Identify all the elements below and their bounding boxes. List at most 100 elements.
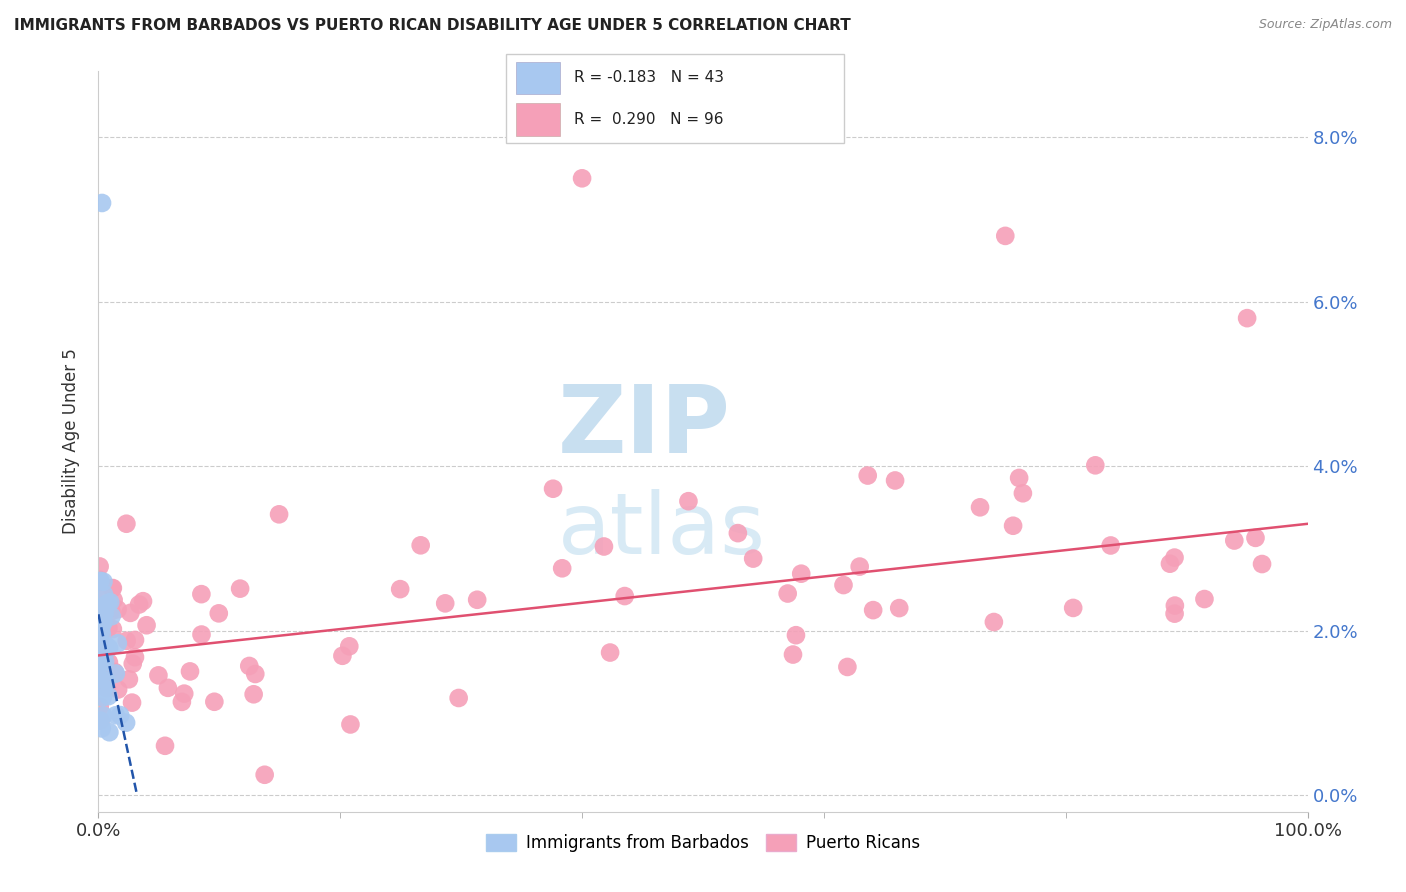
Point: [173, 687, 195, 701]
Point: [856, 468, 879, 483]
Text: ZIP: ZIP: [558, 381, 731, 473]
Point: [447, 690, 470, 705]
Point: [90, 585, 112, 599]
Point: [994, 228, 1017, 243]
Point: [90, 611, 112, 625]
Point: [104, 665, 127, 679]
Point: [267, 508, 290, 522]
Point: [90, 641, 112, 656]
Text: atlas: atlas: [558, 489, 766, 572]
Point: [1012, 486, 1035, 500]
Point: [148, 668, 170, 682]
Point: [96, 639, 118, 653]
Point: [776, 586, 799, 600]
Point: [93, 652, 115, 666]
Point: [238, 659, 260, 673]
Point: [91, 708, 114, 723]
Point: [153, 739, 176, 753]
Point: [104, 708, 127, 723]
Point: [832, 578, 855, 592]
Point: [89, 672, 111, 686]
Point: [101, 582, 124, 596]
Point: [89, 602, 111, 616]
Point: [727, 526, 749, 541]
Point: [96, 598, 118, 612]
Point: [1164, 599, 1187, 613]
Point: [90, 610, 112, 624]
Point: [91, 656, 114, 670]
FancyBboxPatch shape: [506, 54, 844, 143]
Point: [107, 636, 129, 650]
Point: [89, 611, 111, 625]
Point: [101, 622, 124, 636]
Point: [983, 615, 1005, 629]
Point: [100, 609, 122, 624]
Point: [170, 695, 193, 709]
Point: [107, 602, 129, 616]
Point: [253, 768, 276, 782]
Point: [571, 171, 593, 186]
Point: [89, 699, 111, 714]
Text: R = -0.183   N = 43: R = -0.183 N = 43: [574, 70, 724, 85]
Point: [90, 714, 112, 728]
Point: [1002, 518, 1025, 533]
Point: [124, 650, 146, 665]
Point: [613, 589, 636, 603]
Point: [862, 603, 884, 617]
Point: [593, 540, 616, 554]
Point: [89, 559, 111, 574]
Point: [678, 494, 700, 508]
Text: IMMIGRANTS FROM BARBADOS VS PUERTO RICAN DISABILITY AGE UNDER 5 CORRELATION CHAR: IMMIGRANTS FROM BARBADOS VS PUERTO RICAN…: [14, 18, 851, 33]
Point: [97, 656, 120, 670]
Point: [782, 648, 804, 662]
Point: [87, 627, 110, 641]
Point: [190, 627, 212, 641]
Point: [89, 673, 111, 688]
Point: [337, 640, 360, 654]
Point: [89, 574, 111, 588]
Point: [93, 606, 115, 620]
Point: [156, 681, 179, 695]
Point: [785, 628, 807, 642]
Point: [89, 635, 111, 649]
Point: [90, 714, 112, 728]
Point: [90, 722, 112, 736]
Point: [115, 633, 138, 648]
Point: [91, 196, 114, 211]
Point: [97, 596, 120, 610]
Point: [90, 628, 112, 642]
Point: [465, 592, 488, 607]
Point: [89, 635, 111, 649]
Point: [1159, 557, 1181, 571]
FancyBboxPatch shape: [516, 103, 560, 136]
Point: [889, 601, 911, 615]
Point: [1084, 458, 1107, 473]
Point: [87, 659, 110, 673]
Point: [121, 696, 143, 710]
Point: [104, 666, 127, 681]
Point: [89, 603, 111, 617]
Point: [848, 559, 870, 574]
Point: [1163, 550, 1185, 565]
Point: [202, 695, 225, 709]
Y-axis label: Disability Age Under 5: Disability Age Under 5: [62, 349, 80, 534]
Point: [1236, 311, 1258, 326]
Point: [551, 561, 574, 575]
Point: [87, 623, 110, 637]
Point: [89, 632, 111, 646]
Point: [969, 500, 991, 515]
Point: [884, 474, 907, 488]
Point: [115, 715, 138, 730]
Point: [118, 673, 141, 687]
Point: [98, 725, 121, 739]
Text: R =  0.290   N = 96: R = 0.290 N = 96: [574, 112, 723, 127]
Point: [96, 673, 118, 688]
Point: [339, 717, 361, 731]
Point: [91, 648, 114, 662]
Point: [1062, 601, 1084, 615]
Point: [90, 604, 112, 618]
Point: [90, 669, 112, 683]
Point: [124, 632, 146, 647]
Point: [245, 667, 267, 681]
Point: [837, 660, 859, 674]
